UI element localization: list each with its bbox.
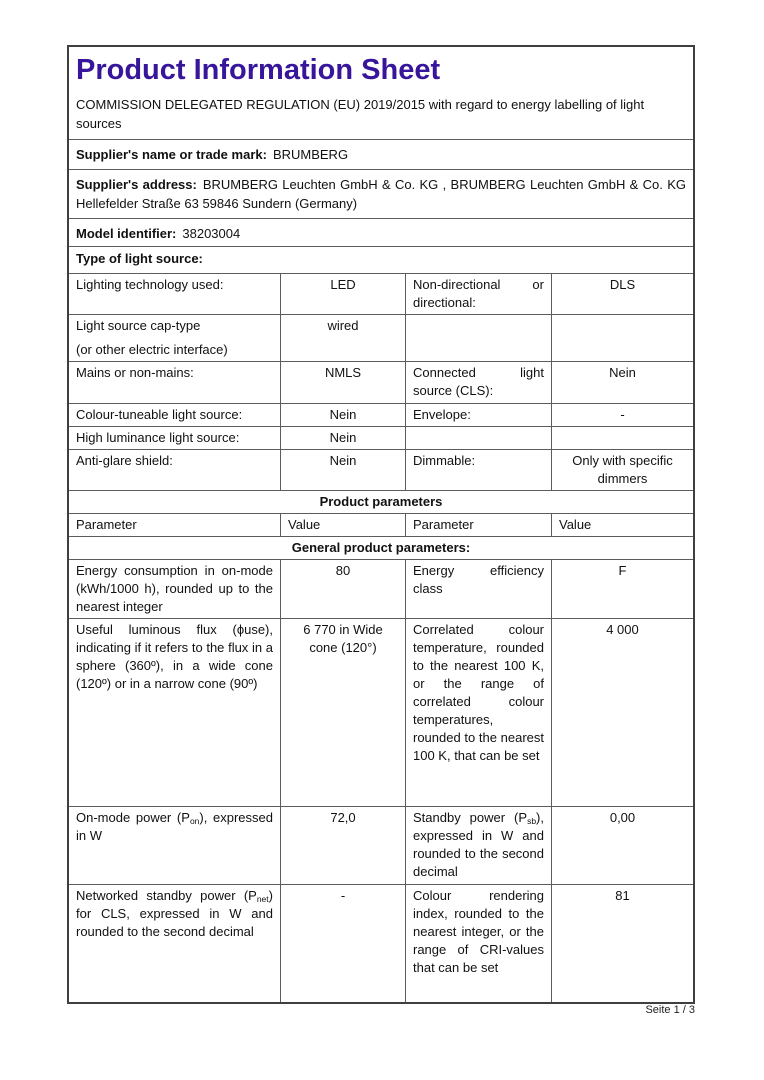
parameter-cell: Light source cap-type (or other electric …: [69, 315, 281, 361]
info-value: BRUMBERG Leuchten GmbH & Co. KG , BRUMBE…: [76, 177, 686, 211]
supplier-address-row: Supplier's address: BRUMBERG Leuchten Gmb…: [69, 169, 693, 218]
info-value: BRUMBERG: [272, 147, 349, 162]
value-cell: -: [620, 407, 625, 422]
value-cell: [552, 427, 693, 449]
parameter-cell: Lighting technology used:: [69, 274, 281, 314]
table-row: Mains or non-mains: NMLS Connected light s…: [69, 361, 693, 403]
page-number: Seite 1 / 3: [645, 1004, 695, 1016]
value-cell: 72,0: [281, 807, 406, 884]
value-cell: 6 770 in Wide cone (120°): [281, 619, 406, 806]
value-cell: 80: [281, 560, 406, 618]
parameter-cell: [406, 315, 552, 361]
product-parameters-header: Product parameters: [69, 490, 693, 513]
value-cell: Nein: [609, 365, 636, 380]
table-row: Parameter Value Parameter Value: [69, 513, 693, 536]
parameter-cell: Networked standby power (Pnet) for CLS, …: [69, 885, 281, 1002]
parameter-cell: On-mode power (Pon), expressed in W: [69, 807, 281, 884]
supplier-name-row: Supplier's name or trade mark: BRUMBERG: [69, 139, 693, 169]
value-cell: [552, 315, 693, 361]
value-cell: LED: [281, 274, 406, 314]
table-row: Anti-glare shield: Nein Dimmable: Only with…: [69, 449, 693, 490]
parameter-cell: Correlated colour temperature, rounded t…: [406, 619, 552, 806]
parameter-cell: High luminance light source:: [69, 427, 281, 449]
parameter-cell: Parameter: [69, 514, 281, 536]
parameters-grid: Supplier's name or trade mark: BRUMBERG Su…: [69, 139, 693, 1002]
table-row: Useful luminous flux (ϕuse), indicating …: [69, 618, 693, 806]
page-title: Product Information Sheet: [76, 54, 441, 86]
parameter-cell: Mains or non-mains:: [69, 362, 281, 403]
parameter-cell: Dimmable:: [406, 450, 552, 490]
info-label: Supplier's name or trade mark:: [76, 147, 267, 162]
value-cell: 81: [615, 888, 630, 903]
parameter-cell: [406, 427, 552, 449]
model-identifier-row: Model identifier: 38203004: [69, 218, 693, 246]
table-row: Networked standby power (Pnet) for CLS, …: [69, 884, 693, 1002]
parameter-cell: Connected light source (CLS):: [406, 362, 552, 403]
table-row: Lighting technology used: LED Non-directio…: [69, 273, 693, 314]
parameter-cell: Parameter: [406, 514, 552, 536]
parameter-cell: Colour-tuneable light source:: [69, 404, 281, 426]
info-label: Model identifier:: [76, 226, 177, 241]
product-info-table: Product Information Sheet COMMISSION DEL…: [67, 45, 695, 1004]
parameter-cell: Non-directional or directional:: [406, 274, 552, 314]
parameter-cell: Energy efficiency class: [406, 560, 552, 618]
value-cell: Value: [559, 517, 592, 532]
value-cell: wired: [281, 315, 406, 361]
regulation-subtitle: COMMISSION DELEGATED REGULATION (EU) 201…: [76, 97, 645, 131]
parameter-cell: Colour rendering index, rounded to the n…: [406, 885, 552, 1002]
value-cell: Nein: [281, 404, 406, 426]
value-cell: Value: [281, 514, 406, 536]
general-product-parameters-header: General product parameters:: [69, 536, 693, 559]
value-cell: Nein: [281, 450, 406, 490]
table-row: Energy consumption in on-mode (kWh/1000 …: [69, 559, 693, 618]
table-row: High luminance light source: Nein: [69, 426, 693, 449]
value-cell: DLS: [609, 277, 636, 292]
table-row: Colour-tuneable light source: Nein Envelop…: [69, 403, 693, 426]
value-cell: 4 000: [606, 622, 639, 637]
value-cell: -: [281, 885, 406, 1002]
title-block: Product Information Sheet COMMISSION DEL…: [69, 47, 693, 139]
parameter-cell: Useful luminous flux (ϕuse), indicating …: [69, 619, 281, 806]
info-value: 38203004: [182, 226, 241, 241]
parameter-cell: Envelope:: [406, 404, 552, 426]
parameter-cell: Energy consumption in on-mode (kWh/1000 …: [69, 560, 281, 618]
table-row: On-mode power (Pon), expressed in W 72,0 S…: [69, 806, 693, 884]
type-of-light-source-row: Type of light source:: [69, 246, 693, 273]
info-label: Supplier's address:: [76, 177, 197, 192]
value-cell: Nein: [281, 427, 406, 449]
value-cell: 0,00: [609, 810, 636, 825]
parameter-cell: Standby power (Psb), expressed in W and …: [406, 807, 552, 884]
value-cell: F: [618, 563, 627, 578]
parameter-cell: Anti-glare shield:: [69, 450, 281, 490]
table-row: Light source cap-type (or other electric …: [69, 314, 693, 361]
value-cell: Only with specific dimmers: [572, 453, 673, 486]
value-cell: NMLS: [281, 362, 406, 403]
